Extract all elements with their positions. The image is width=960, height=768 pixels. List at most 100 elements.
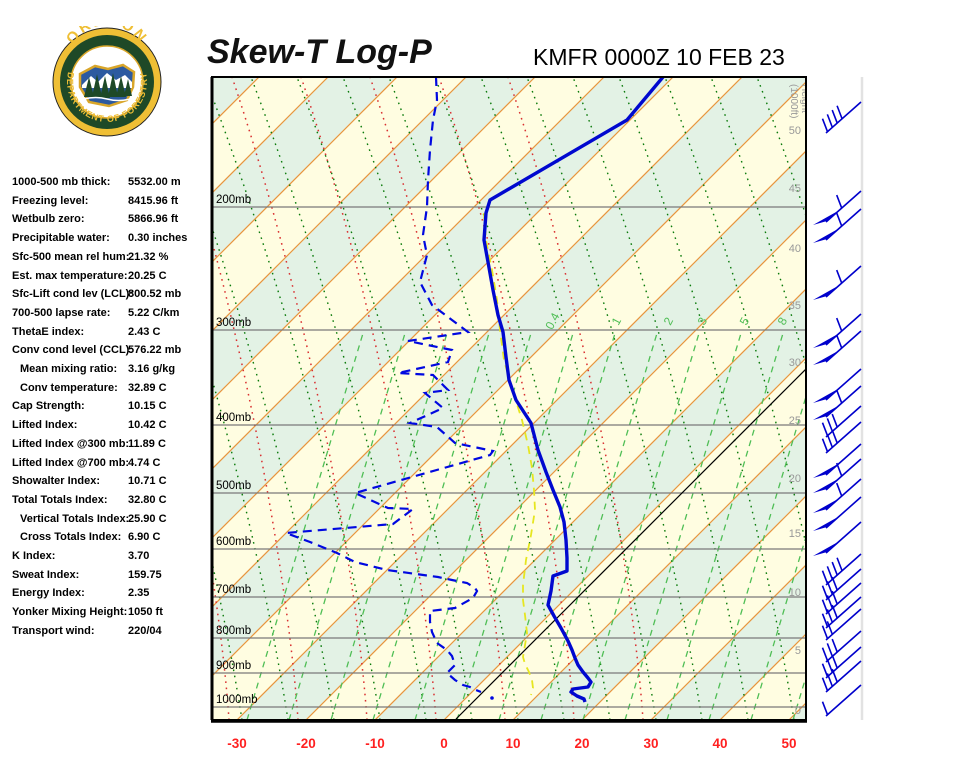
wind-barb-tick — [821, 422, 829, 436]
wind-barb-staff — [825, 496, 862, 529]
stat-value: 3.16 g/kg — [128, 363, 176, 375]
chart-plot-area: 0.4 1 2 3 5 850454035302520151050Height(1000f… — [0, 77, 805, 720]
height-tick-label: 25 — [789, 415, 801, 427]
stat-label: Yonker Mixing Height: — [12, 606, 128, 619]
wind-barb — [821, 596, 862, 629]
temp-axis-label: 30 — [643, 736, 658, 751]
stat-row: K Index: 3.70 — [12, 550, 212, 569]
wind-barb-tick — [821, 118, 829, 132]
page-title: Skew-T Log-P — [207, 33, 432, 71]
temp-axis-label: 10 — [505, 736, 520, 751]
stat-value: 10.15 C — [128, 400, 167, 413]
mixing-ratio-line — [456, 329, 575, 719]
stat-row: Mean mixing ratio: 3.16 g/kg — [12, 363, 212, 382]
wind-barb-tick — [835, 269, 843, 284]
wind-barb-staff — [825, 568, 862, 601]
stat-row: Total Totals Index: 32.80 C — [12, 494, 212, 513]
stat-label: Cap Strength: — [12, 400, 85, 413]
stat-row: 1000-500 mb thick: 5532.00 m — [12, 176, 212, 195]
stat-value: 10.42 C — [128, 419, 167, 432]
wind-barb-staff — [825, 646, 862, 679]
wind-barb-staff — [825, 368, 862, 401]
wind-barb — [813, 385, 862, 420]
isotherm-line — [651, 565, 805, 719]
mixing-ratio-line — [246, 329, 365, 719]
wind-barb-staff — [825, 190, 862, 223]
stat-label: Sfc-500 mean rel hum: — [12, 250, 130, 263]
wind-barb-tick — [826, 609, 834, 623]
moist-adiabat-line — [0, 77, 58, 720]
stat-label: Vertical Totals Index: — [20, 512, 130, 525]
moist-adiabat-line — [21, 77, 196, 720]
stat-value: 1050 ft — [128, 606, 163, 619]
wind-barb-tick — [835, 482, 843, 497]
wind-barb-tick — [821, 585, 829, 599]
stat-label: ThetaE index: — [12, 325, 85, 338]
stat-label: Lifted Index @300 mb: — [12, 437, 130, 450]
dry-adiabat-line — [213, 575, 230, 719]
stat-label: Freezing level: — [12, 194, 89, 207]
temp-axis-label: 0 — [440, 736, 448, 751]
stat-value: 0.30 inches — [128, 232, 188, 245]
stat-row: Cap Strength: 10.15 C — [12, 400, 212, 419]
oregon-dof-logo: OREGON DEPARTMENT OF FORESTRY — [52, 26, 162, 137]
dry-adiabat-line — [231, 78, 368, 719]
stat-value: 10.71 C — [128, 475, 167, 488]
dry-adiabat-line — [0, 77, 91, 720]
wind-barb-tick — [821, 625, 829, 639]
stat-row: Freezing level: 8415.96 ft — [12, 195, 212, 214]
wind-barb — [813, 368, 862, 403]
stat-row: Est. max temperature: 20.25 C — [12, 270, 212, 289]
temperature-trace — [482, 78, 665, 703]
dry-adiabat-line — [507, 78, 644, 719]
height-tick-label: 50 — [789, 125, 801, 137]
height-tick-label: 5 — [795, 645, 801, 657]
wind-barb-pennant — [813, 333, 840, 348]
wind-barb — [821, 101, 862, 134]
wind-barb — [813, 265, 862, 300]
wind-barb-staff — [825, 684, 862, 717]
wind-barb-tick — [821, 701, 829, 715]
wetbulb-trace — [483, 212, 536, 696]
stat-value: 25.90 C — [128, 512, 167, 525]
mixing-ratio-line — [414, 329, 533, 719]
wind-barb-staff — [825, 630, 862, 663]
temp-axis-label: 50 — [781, 736, 796, 751]
stat-label: Showalter Index: — [12, 475, 101, 488]
stat-label: Total Totals Index: — [12, 493, 108, 506]
height-tick-label: 10 — [789, 587, 801, 599]
wind-barb-tick — [836, 557, 843, 572]
wind-barb — [821, 660, 862, 693]
dry-adiabat-line — [25, 77, 160, 720]
wind-barb — [821, 684, 862, 717]
stat-value: 5866.96 ft — [128, 213, 179, 226]
pressure-label: 400mb — [216, 412, 251, 424]
moist-adiabat-line — [0, 77, 12, 720]
wind-barb-pennant — [813, 210, 840, 225]
wind-barb-tick — [821, 438, 829, 452]
mixing-ratio-line — [288, 329, 407, 719]
wind-barb-tick — [826, 418, 834, 432]
isotherm-line — [213, 78, 604, 469]
mixing-ratio-line — [582, 329, 701, 719]
stat-label: Sweat Index: — [12, 568, 80, 581]
isotherm-line — [306, 220, 805, 719]
stat-label: Wetbulb zero: — [12, 213, 85, 226]
isotherm-line — [0, 77, 121, 720]
wind-barb-staff — [825, 208, 862, 241]
wind-barb — [821, 582, 862, 615]
stat-row: Lifted Index: 10.42 C — [12, 419, 212, 438]
wind-barb-tick — [821, 663, 829, 677]
stat-label: Energy Index: — [12, 587, 85, 600]
stat-row: Transport wind: 220/04 — [12, 625, 212, 644]
stat-value: 800.52 mb — [128, 288, 182, 301]
wind-barb-pennant — [813, 463, 840, 478]
height-tick-label: 20 — [789, 473, 801, 485]
stat-value: 20.25 C — [128, 269, 167, 282]
wind-barb-pennant — [813, 388, 840, 403]
wind-barb — [821, 646, 862, 679]
wind-barb-pennant — [813, 498, 840, 513]
wind-barb-staff — [825, 478, 862, 511]
wind-barb-tick — [836, 105, 843, 120]
